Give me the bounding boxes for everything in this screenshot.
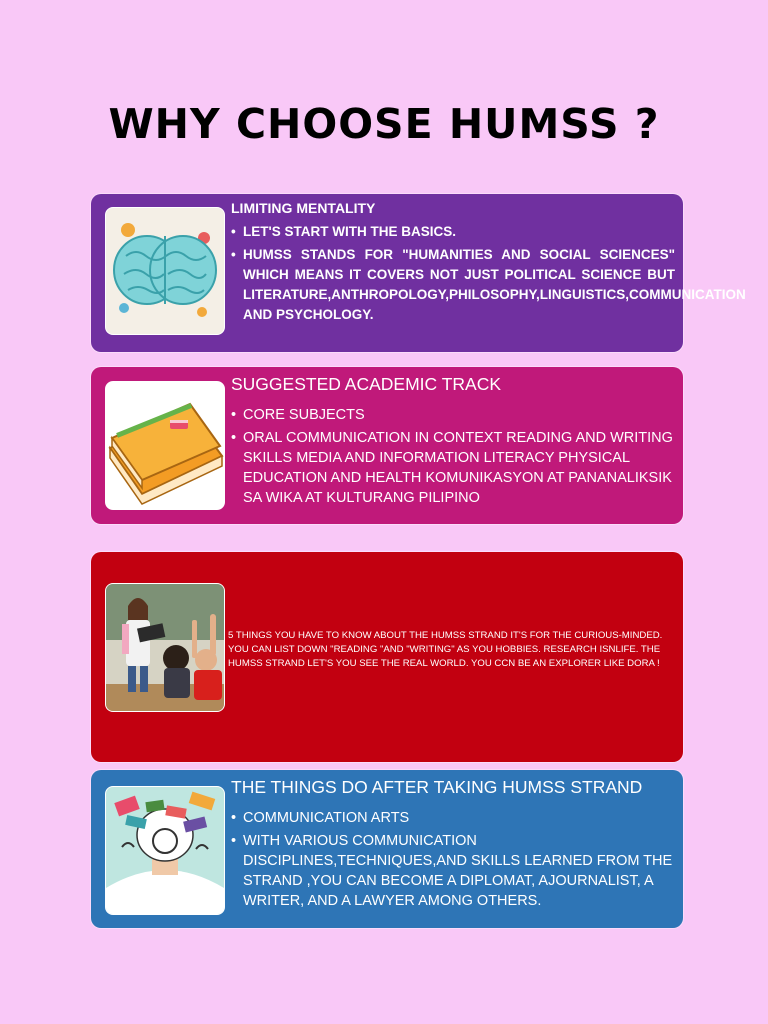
card-heading: LIMITING MENTALITY (231, 200, 376, 216)
things-to-know-text: 5 THINGS YOU HAVE TO KNOW ABOUT THE HUMS… (228, 630, 663, 669)
list-item: WITH VARIOUS COMMUNICATION DISCIPLINES,T… (231, 831, 675, 911)
bullet-list: CORE SUBJECTS ORAL COMMUNICATION IN CONT… (231, 405, 675, 508)
things-to-know-card: 5 THINGS YOU HAVE TO KNOW ABOUT THE HUMS… (91, 552, 683, 762)
after-humss-card: THE THINGS DO AFTER TAKING HUMSS STRAND … (91, 770, 683, 928)
card-heading: SUGGESTED ACADEMIC TRACK (231, 374, 502, 394)
classroom-photo (105, 583, 225, 712)
academic-track-card: SUGGESTED ACADEMIC TRACK CORE SUBJECTS O… (91, 367, 683, 524)
list-item: CORE SUBJECTS (231, 405, 675, 425)
list-item: LET'S START WITH THE BASICS. (231, 222, 675, 242)
limiting-mentality-card: LIMITING MENTALITY LET'S START WITH THE … (91, 194, 746, 352)
list-item: COMMUNICATION ARTS (231, 808, 675, 828)
brain-illustration (105, 207, 225, 335)
bullet-list: LET'S START WITH THE BASICS. HUMSS STAND… (231, 222, 746, 325)
card-heading: THE THINGS DO AFTER TAKING HUMSS STRAND (231, 777, 643, 797)
list-item: ORAL COMMUNICATION IN CONTEXT READING AN… (231, 428, 675, 508)
list-item: HUMSS STANDS FOR "HUMANITIES AND SOCIAL … (231, 245, 746, 325)
head-illustration (105, 786, 225, 915)
books-illustration (105, 381, 225, 510)
page-title: WHY CHOOSE HUMSS ? (108, 100, 660, 148)
bullet-list: COMMUNICATION ARTS WITH VARIOUS COMMUNIC… (231, 808, 675, 911)
